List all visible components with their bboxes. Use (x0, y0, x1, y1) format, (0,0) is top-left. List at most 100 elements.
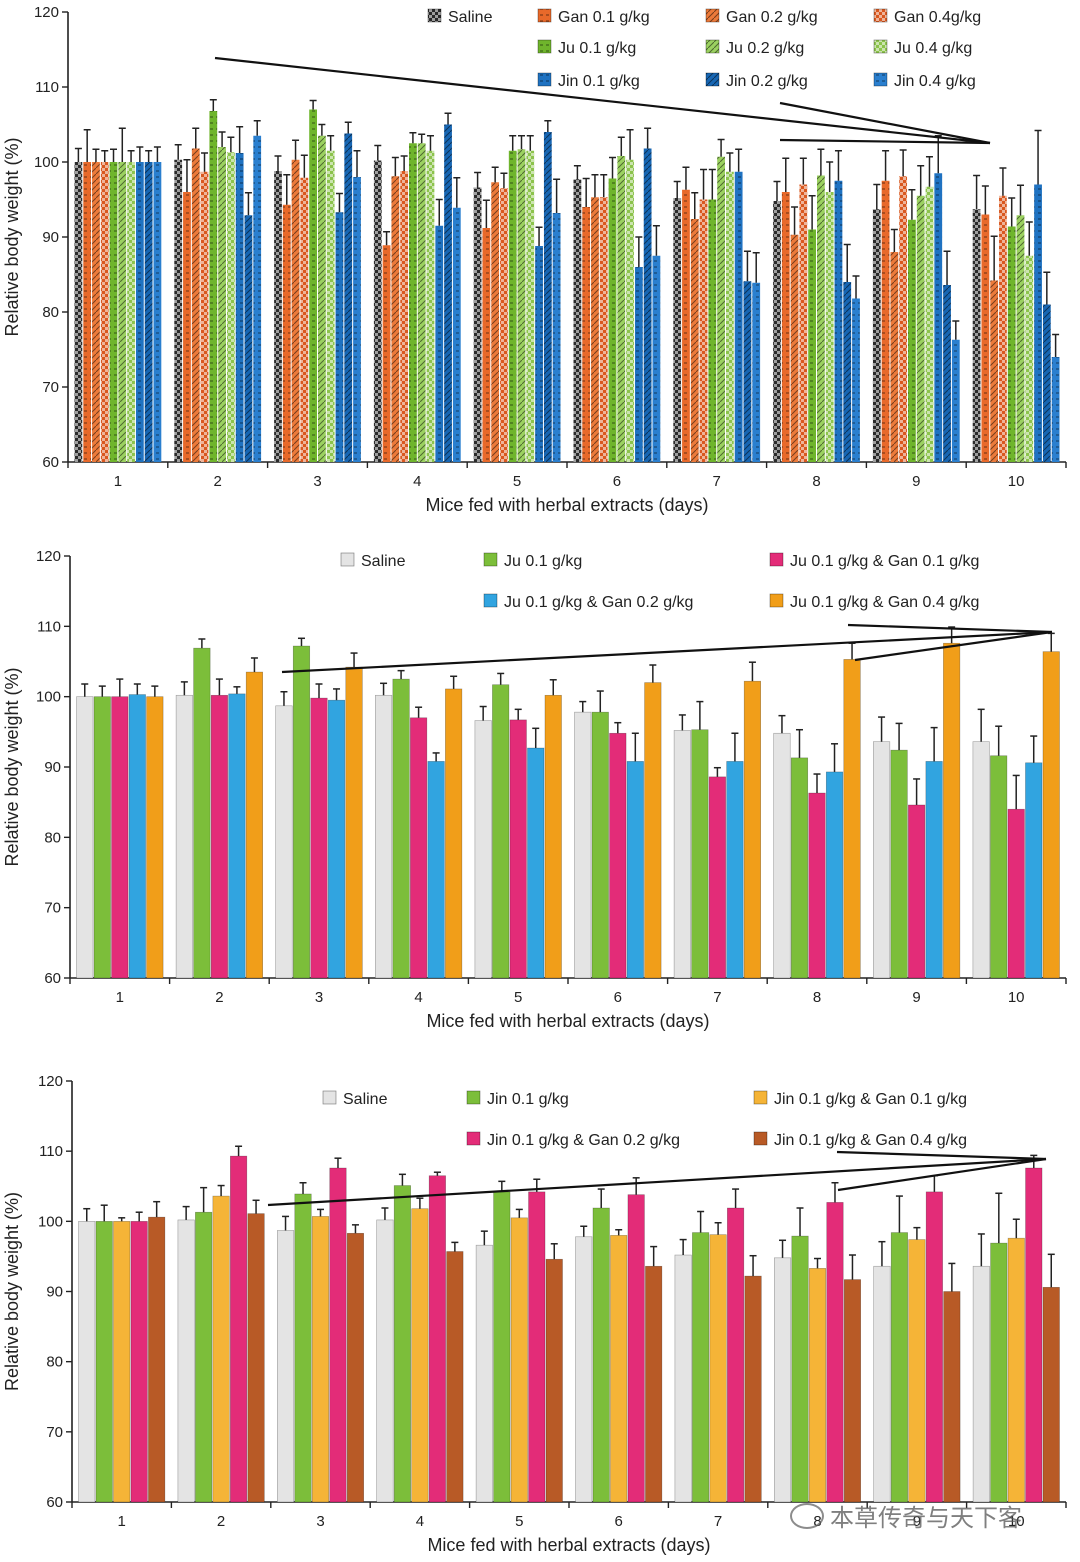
bar (282, 204, 291, 462)
bar (452, 207, 461, 462)
bar (674, 1254, 692, 1503)
legend-label: Jin 0.1 g/kg & Gan 0.1 g/kg (774, 1091, 967, 1108)
x-axis-title: Mice fed with herbal extracts (days) (426, 1011, 709, 1031)
y-tick-label: 70 (44, 900, 61, 917)
bar (492, 684, 510, 979)
bar (999, 195, 1007, 462)
x-tick-label: 5 (513, 473, 521, 490)
bar (972, 741, 990, 979)
bar (276, 1230, 295, 1503)
wechat-icon (790, 1502, 824, 1529)
bar (435, 225, 444, 462)
legend-label: Jin 0.1 g/kg & Gan 0.4 g/kg (774, 1132, 967, 1149)
bar (493, 1191, 511, 1503)
x-tick-label: 6 (615, 1513, 623, 1530)
bar (128, 694, 146, 979)
bar (873, 1265, 891, 1503)
bar (292, 645, 311, 979)
legend-swatch (537, 39, 552, 54)
x-tick-label: 10 (1008, 473, 1025, 490)
bar (274, 171, 282, 462)
legend-swatch (483, 552, 498, 567)
bar (135, 162, 144, 462)
bar (409, 143, 417, 462)
bar (130, 1221, 148, 1503)
annotation-arrow-line (779, 138, 991, 145)
bar (881, 180, 890, 462)
chart-body-weight-single-herbs: 60 70 80 90 100 110 120 1 2 3 4 5 6 7 8 9 10 Mice fed wit… (2, 4, 1067, 515)
bar (872, 209, 881, 462)
bar (734, 171, 743, 462)
legend-swatch (873, 8, 888, 23)
x-tick-label: 7 (713, 989, 721, 1006)
bar (599, 197, 608, 462)
x-tick-label: 3 (316, 1513, 324, 1530)
bar (373, 160, 382, 462)
bar (1025, 255, 1034, 462)
bar (218, 147, 226, 462)
bar (245, 671, 263, 979)
y-tick-label: 60 (46, 1494, 63, 1511)
y-tick-label: 120 (34, 4, 59, 21)
bar (626, 761, 644, 979)
bar (344, 133, 353, 462)
x-tick-label: 4 (414, 989, 422, 1006)
bar (943, 642, 961, 979)
bar (382, 245, 391, 462)
annotation-arrow-line (779, 101, 991, 145)
y-tick-label: 110 (37, 618, 61, 635)
bar (1007, 808, 1025, 979)
bar (574, 711, 592, 979)
bar (1025, 1167, 1043, 1503)
y-tick-label: 80 (46, 1354, 63, 1371)
legend-swatch (466, 1090, 481, 1105)
bar (1034, 184, 1042, 462)
bar (634, 267, 643, 462)
legend-swatch (705, 39, 720, 54)
bar (174, 159, 183, 462)
bar (781, 192, 790, 462)
legend-swatch (483, 593, 498, 608)
x-tick-label: 5 (515, 1513, 523, 1530)
bar (300, 177, 309, 462)
bar (925, 1191, 943, 1503)
bar (1051, 357, 1060, 462)
bar (990, 755, 1008, 979)
bar (474, 720, 492, 979)
bar (890, 1232, 908, 1503)
y-tick-label: 80 (44, 829, 61, 846)
bar (475, 1244, 493, 1503)
y-axis-title: Relative body weight (%) (2, 667, 22, 866)
legend-swatch (705, 72, 720, 87)
bar (78, 1221, 96, 1503)
bar (699, 199, 708, 462)
bar (153, 162, 162, 462)
bar (908, 1239, 926, 1503)
bar (310, 697, 328, 979)
y-tick-label: 90 (44, 759, 61, 776)
bar (427, 761, 445, 979)
x-tick-label: 1 (118, 1513, 126, 1530)
bar (95, 1221, 113, 1503)
x-axis-title: Mice fed with herbal extracts (days) (427, 1535, 710, 1555)
legend-swatch (769, 593, 784, 608)
bar (1042, 651, 1060, 979)
legend-swatch (873, 39, 888, 54)
bar (376, 1219, 394, 1503)
bar (890, 749, 908, 979)
bar (74, 162, 83, 462)
bar (113, 1221, 131, 1503)
annotation-arrow-line (267, 1157, 1047, 1207)
bar (374, 694, 393, 979)
bar (446, 1251, 464, 1503)
bar (100, 162, 109, 462)
bar (346, 1232, 365, 1503)
bar (916, 195, 925, 462)
x-tick-label: 8 (812, 473, 820, 490)
bar (790, 234, 799, 462)
bar (934, 173, 943, 462)
bar (708, 776, 726, 979)
bar (426, 150, 435, 462)
